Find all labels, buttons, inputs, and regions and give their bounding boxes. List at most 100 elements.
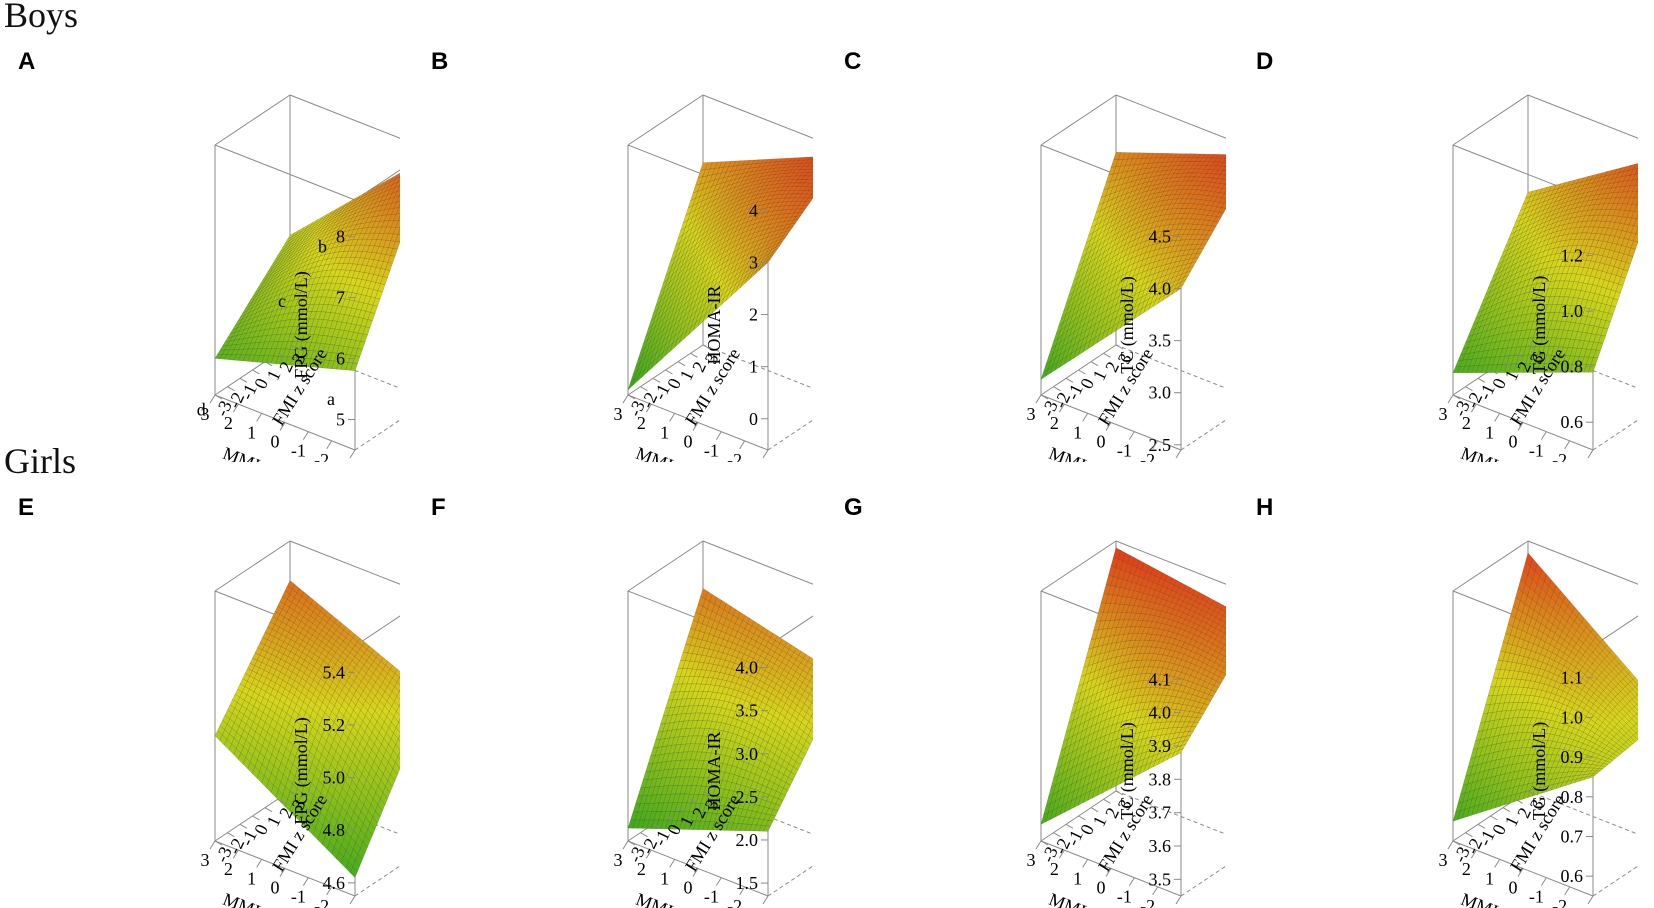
box-edge (215, 541, 290, 591)
corner-label: c (278, 291, 286, 311)
box-edge-hidden (1181, 400, 1226, 450)
x-tick-label: 1 (1073, 422, 1082, 442)
x-tick-label: -3 (338, 459, 353, 462)
box-edge (290, 95, 400, 150)
box-edge (628, 541, 703, 591)
y-tick (666, 370, 673, 374)
z-tick-label: 4 (749, 200, 758, 220)
x-tick (1495, 413, 1500, 421)
z-tick-label: 4.0 (1149, 279, 1172, 299)
z-tick-label: 4.5 (1149, 226, 1172, 246)
x-tick (763, 450, 768, 458)
corner-label: b (318, 236, 327, 256)
z-tick-label: 2 (749, 305, 758, 325)
chart-panel-d: D0.60.81.01.2TG (mmol/L)-3-2-10123MMI z … (1238, 42, 1638, 462)
z-tick-label: 1.2 (1561, 246, 1584, 266)
z-tick-label: 7 (336, 288, 345, 308)
z-tick-label: 0.6 (1561, 412, 1584, 432)
x-tick-label: -1 (1117, 441, 1132, 461)
y-tick (1079, 370, 1086, 374)
z-tick-label: 1 (749, 357, 758, 377)
x-tick (1129, 432, 1134, 440)
x-tick-label: -1 (704, 441, 719, 461)
x-tick (740, 441, 745, 449)
x-tick (350, 896, 355, 904)
box-edge-hidden (1593, 400, 1638, 450)
x-tick (670, 413, 675, 421)
x-tick-label: -2 (314, 450, 329, 462)
y-tick (1104, 353, 1111, 357)
x-tick (350, 450, 355, 458)
box-edge (355, 596, 400, 646)
z-tick-label: 3.5 (1149, 331, 1172, 351)
x-tick-label: 3 (201, 850, 210, 870)
z-tick-label: 8 (336, 227, 345, 247)
x-tick (1176, 450, 1181, 458)
box-edge (703, 541, 813, 596)
x-tick-label: 0 (684, 432, 693, 452)
x-tick (210, 395, 215, 403)
y-tick (253, 816, 260, 820)
x-tick-label: -2 (1140, 450, 1155, 462)
box-edge (1528, 95, 1638, 150)
x-tick (303, 878, 308, 886)
z-tick-label: 4.8 (323, 820, 346, 840)
x-tick-label: 3 (614, 404, 623, 424)
x-tick (1448, 395, 1453, 403)
box-edge (628, 95, 703, 145)
z-tick-label: 3 (749, 253, 758, 273)
box-edge (1453, 95, 1528, 145)
x-tick (303, 432, 308, 440)
x-tick (1588, 450, 1593, 458)
box-edge-hidden (768, 400, 813, 450)
z-tick-label: 5.0 (323, 768, 346, 788)
x-tick-label: 0 (1097, 432, 1106, 452)
z-tick-label: 5.4 (323, 662, 346, 682)
corner-label: a (327, 389, 335, 409)
box-edge (290, 541, 400, 596)
chart-panel-c: C2.53.03.54.04.5TC (mmol/L)-3-2-10123MMI… (826, 42, 1226, 462)
y-tick (678, 362, 685, 366)
x-tick (1565, 441, 1570, 449)
z-tick-label: 0 (749, 409, 758, 429)
y-tick (253, 370, 260, 374)
x-tick-label: 0 (1509, 432, 1518, 452)
z-tick-label: 3.0 (1149, 383, 1172, 403)
box-edge-hidden (768, 846, 813, 896)
x-tick-label: -1 (1529, 441, 1544, 461)
x-tick-label: -3 (1576, 459, 1591, 462)
y-tick (265, 808, 272, 812)
z-tick-label: 6 (336, 349, 345, 369)
chart-panel-f: F1.52.02.53.03.54.0HOMA-IR-3-2-10123MMI … (413, 488, 813, 908)
x-tick (1036, 395, 1041, 403)
x-tick-label: 1 (660, 422, 669, 442)
x-tick (327, 441, 332, 449)
corner-label: d (197, 400, 206, 420)
x-tick-label: 1 (1485, 422, 1494, 442)
box-edge (703, 95, 813, 150)
x-tick-label: 3 (1027, 404, 1036, 424)
box-edge (1041, 95, 1116, 145)
x-tick-label: -2 (1552, 450, 1567, 462)
x-tick-label: -1 (291, 887, 306, 907)
x-tick-label: -2 (314, 896, 329, 908)
surface-plot: 2.53.03.54.04.5TC (mmol/L)-3-2-10123MMI … (826, 42, 1226, 462)
group-title-boys: Boys (4, 0, 78, 36)
box-edge-hidden (355, 400, 400, 450)
y-tick (1091, 362, 1098, 366)
x-tick-label: 1 (247, 422, 256, 442)
z-tick-label: 5.2 (323, 715, 346, 735)
box-edge (215, 145, 355, 200)
box-edge (1116, 95, 1226, 150)
box-edge (215, 95, 290, 145)
x-tick-label: 0 (271, 432, 280, 452)
x-tick (210, 841, 215, 849)
x-tick (1541, 432, 1546, 440)
